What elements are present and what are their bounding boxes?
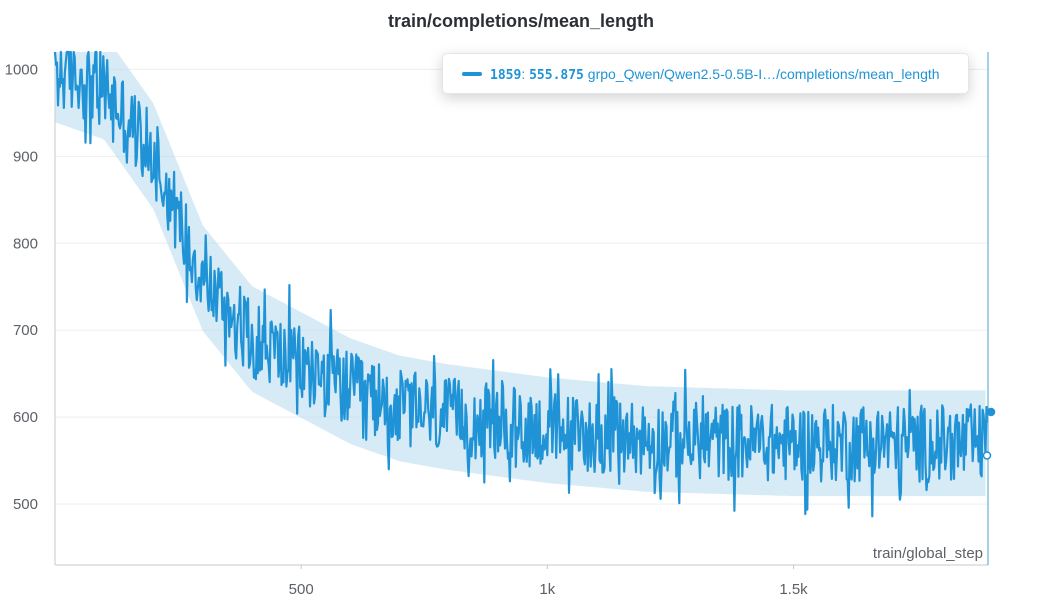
y-tick-label: 500 [13,496,38,513]
y-tick-label: 900 [13,148,38,165]
x-axis-ticks: 500 1k 1.5k [289,565,808,598]
y-tick-label: 800 [13,235,38,252]
series-color-swatch [462,72,482,76]
tooltip-value: 555.875 [529,68,584,83]
hover-markers [982,407,996,460]
tooltip-separator: : [521,66,526,82]
x-tick-label: 500 [289,581,314,598]
chart-title: train/completions/mean_length [387,11,655,31]
x-tick-label: 1.5k [779,581,808,598]
series-variance-band [55,52,986,497]
y-tick-label: 700 [13,322,38,339]
tooltip-step: 1859 [490,68,522,83]
y-tick-label: 600 [13,409,38,426]
y-axis-ticks: 500 600 700 800 900 1000 [5,61,38,513]
series-line[interactable] [53,50,989,518]
y-tick-label: 1000 [5,61,38,78]
hover-tooltip: 1859: 555.875 grpo_Qwen/Qwen2.5-0.5B-I…/… [442,53,969,94]
x-tick-label: 1k [539,581,555,598]
x-axis-label: train/global_step [873,545,983,562]
tooltip-series-name: grpo_Qwen/Qwen2.5-0.5B-I…/completions/me… [587,66,940,82]
hover-marker-point [982,451,992,460]
hover-marker-point [986,407,996,417]
